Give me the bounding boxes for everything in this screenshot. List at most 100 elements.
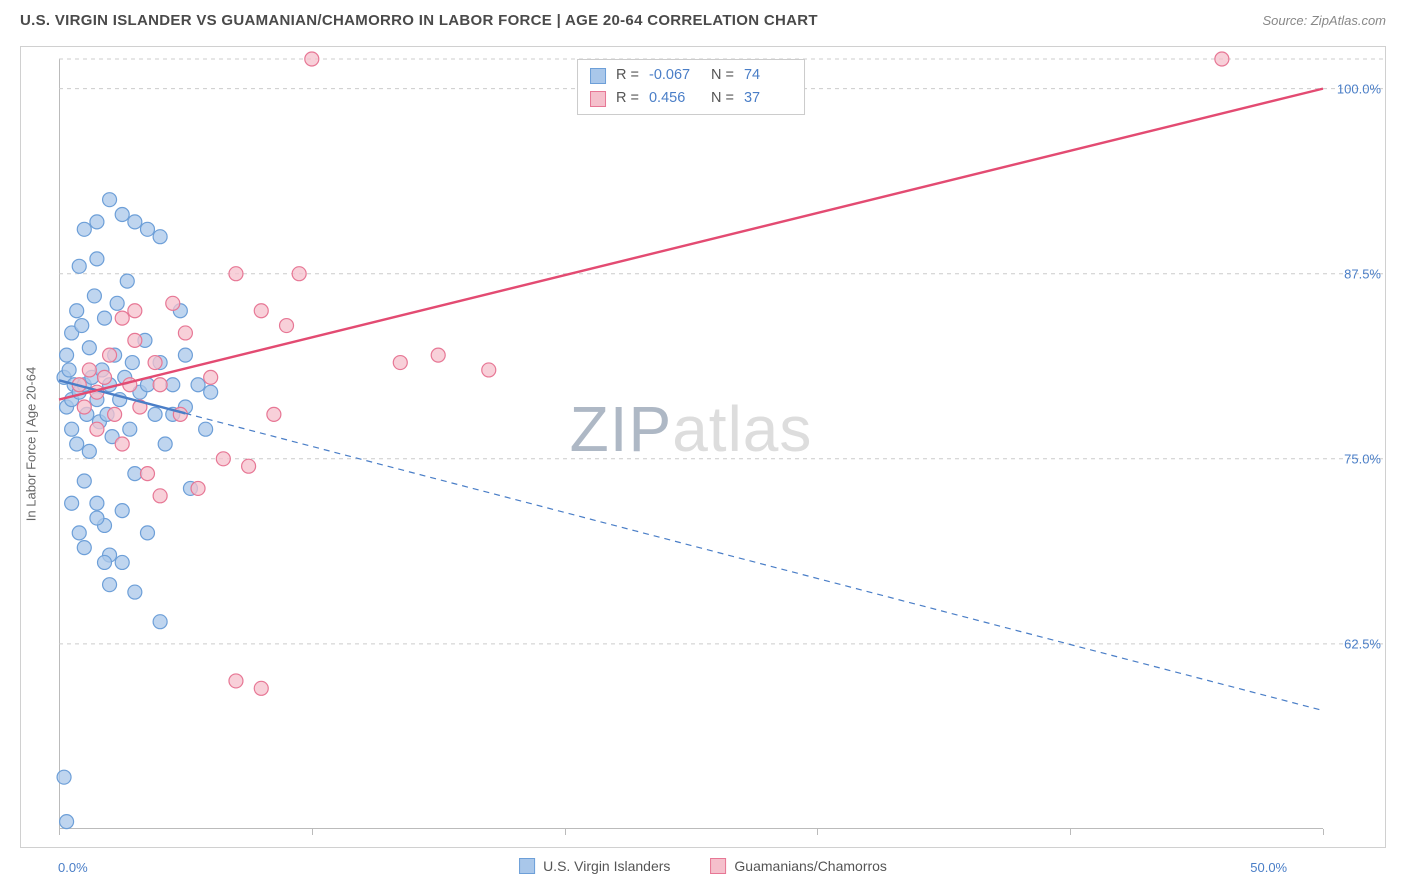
source-attribution: Source: ZipAtlas.com xyxy=(1262,13,1386,28)
scatter-point xyxy=(166,378,180,392)
scatter-point xyxy=(140,526,154,540)
correlation-stats-box: R = -0.067 N = 74 R = 0.456 N = 37 xyxy=(577,59,805,115)
scatter-point xyxy=(178,348,192,362)
scatter-point xyxy=(148,356,162,370)
scatter-point xyxy=(254,681,268,695)
legend-item-2: Guamanians/Chamorros xyxy=(710,858,887,874)
scatter-point xyxy=(115,311,129,325)
scatter-point xyxy=(98,555,112,569)
ytick-label: 100.0% xyxy=(1337,81,1381,96)
scatter-point xyxy=(98,311,112,325)
scatter-point xyxy=(62,363,76,377)
scatter-point xyxy=(128,333,142,347)
scatter-point xyxy=(166,296,180,310)
xtick xyxy=(1323,829,1324,835)
scatter-point xyxy=(115,437,129,451)
scatter-point xyxy=(90,511,104,525)
scatter-point xyxy=(128,467,142,481)
scatter-point xyxy=(108,407,122,421)
legend-swatch-1 xyxy=(519,858,535,874)
scatter-point xyxy=(204,385,218,399)
scatter-point xyxy=(82,341,96,355)
scatter-point xyxy=(199,422,213,436)
scatter-point xyxy=(115,504,129,518)
scatter-point xyxy=(82,363,96,377)
scatter-point xyxy=(120,274,134,288)
scatter-point xyxy=(431,348,445,362)
xtick xyxy=(59,829,60,835)
scatter-point xyxy=(153,230,167,244)
xtick xyxy=(1070,829,1071,835)
scatter-point xyxy=(191,378,205,392)
stats-n-value-2: 37 xyxy=(744,87,792,110)
scatter-point xyxy=(153,615,167,629)
stats-n-value-1: 74 xyxy=(744,64,792,87)
legend-label-2: Guamanians/Chamorros xyxy=(734,858,887,874)
scatter-point xyxy=(65,422,79,436)
legend-label-1: U.S. Virgin Islanders xyxy=(543,858,670,874)
ytick-label: 62.5% xyxy=(1344,636,1381,651)
scatter-point xyxy=(60,815,74,829)
stats-n-label: N = xyxy=(707,64,734,87)
scatter-point xyxy=(1215,52,1229,66)
trend-line-dash xyxy=(185,413,1323,710)
scatter-point xyxy=(173,407,187,421)
scatter-point xyxy=(216,452,230,466)
scatter-point xyxy=(57,770,71,784)
scatter-svg xyxy=(59,59,1323,829)
scatter-point xyxy=(178,326,192,340)
chart-title: U.S. VIRGIN ISLANDER VS GUAMANIAN/CHAMOR… xyxy=(20,12,818,29)
scatter-point xyxy=(229,674,243,688)
scatter-point xyxy=(204,370,218,384)
scatter-point xyxy=(123,422,137,436)
scatter-point xyxy=(90,252,104,266)
scatter-point xyxy=(128,215,142,229)
scatter-point xyxy=(280,319,294,333)
ytick-label: 87.5% xyxy=(1344,266,1381,281)
scatter-point xyxy=(110,296,124,310)
scatter-point xyxy=(103,193,117,207)
chart-container: In Labor Force | Age 20-64 R = -0.067 N … xyxy=(20,46,1386,848)
scatter-point xyxy=(292,267,306,281)
xtick xyxy=(817,829,818,835)
scatter-point xyxy=(90,215,104,229)
legend-bottom: U.S. Virgin Islanders Guamanians/Chamorr… xyxy=(519,858,887,874)
scatter-point xyxy=(158,437,172,451)
stats-row-series1: R = -0.067 N = 74 xyxy=(590,64,792,87)
scatter-point xyxy=(140,467,154,481)
scatter-point xyxy=(153,378,167,392)
scatter-point xyxy=(77,222,91,236)
stats-swatch-1 xyxy=(590,68,606,84)
stats-r-label: R = xyxy=(616,64,639,87)
xtick-label-min: 0.0% xyxy=(58,860,88,875)
scatter-point xyxy=(60,348,74,362)
stats-r-label: R = xyxy=(616,87,639,110)
scatter-point xyxy=(128,304,142,318)
scatter-point xyxy=(72,526,86,540)
xtick xyxy=(312,829,313,835)
scatter-point xyxy=(87,289,101,303)
scatter-point xyxy=(254,304,268,318)
scatter-point xyxy=(75,319,89,333)
scatter-point xyxy=(77,474,91,488)
scatter-point xyxy=(65,496,79,510)
stats-n-label: N = xyxy=(707,87,734,110)
scatter-point xyxy=(103,348,117,362)
stats-swatch-2 xyxy=(590,91,606,107)
scatter-point xyxy=(125,356,139,370)
scatter-point xyxy=(229,267,243,281)
scatter-point xyxy=(77,541,91,555)
bottom-bar: 0.0% 50.0% U.S. Virgin Islanders Guamani… xyxy=(20,854,1386,886)
scatter-point xyxy=(267,407,281,421)
y-axis-label: In Labor Force | Age 20-64 xyxy=(24,367,39,521)
scatter-point xyxy=(90,422,104,436)
scatter-point xyxy=(153,489,167,503)
legend-item-1: U.S. Virgin Islanders xyxy=(519,858,670,874)
scatter-point xyxy=(128,585,142,599)
scatter-point xyxy=(242,459,256,473)
scatter-point xyxy=(103,578,117,592)
scatter-point xyxy=(140,222,154,236)
legend-swatch-2 xyxy=(710,858,726,874)
scatter-point xyxy=(82,444,96,458)
scatter-point xyxy=(305,52,319,66)
